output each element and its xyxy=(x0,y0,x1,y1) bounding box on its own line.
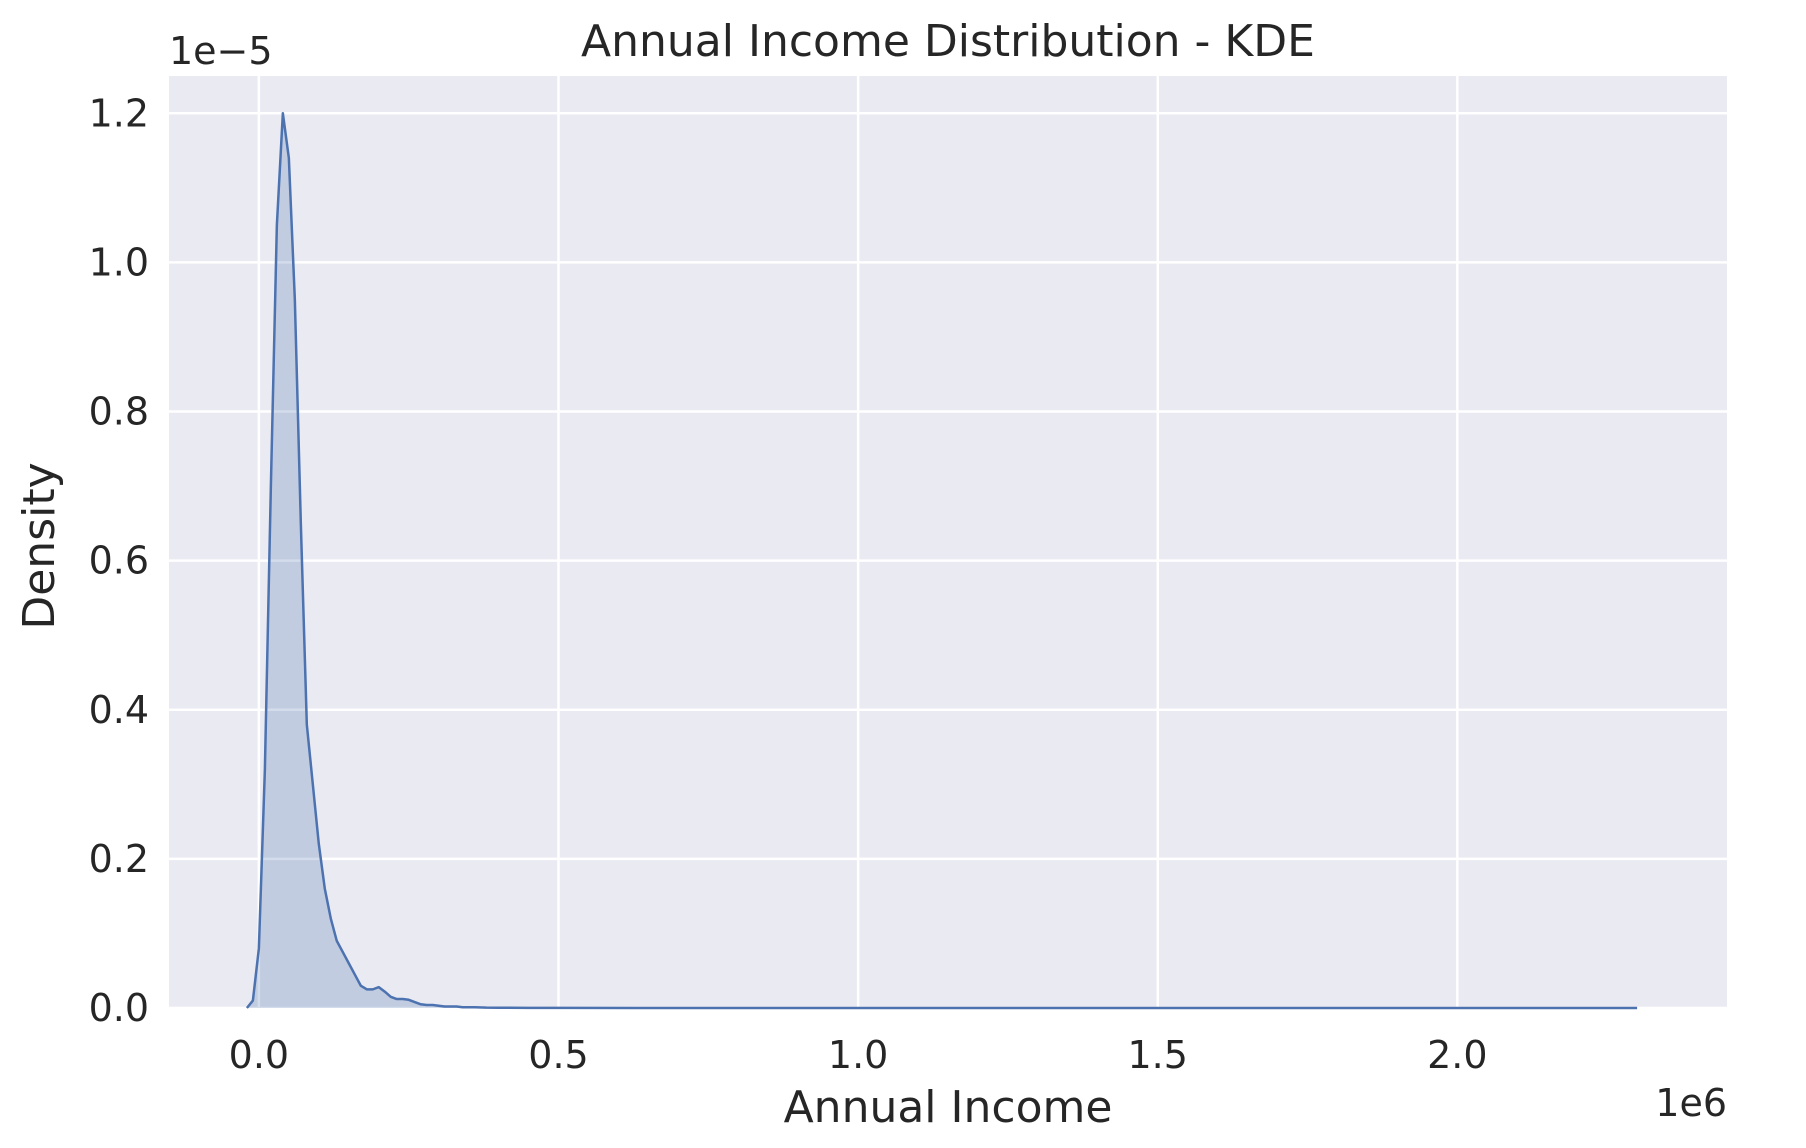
y-offset-label: 1e−5 xyxy=(169,29,273,73)
y-tick-label: 0.6 xyxy=(89,539,149,583)
x-offset-label: 1e6 xyxy=(1655,1081,1727,1125)
plot-area xyxy=(169,76,1727,1008)
y-tick-label: 0.0 xyxy=(89,986,149,1030)
chart-title: Annual Income Distribution - KDE xyxy=(581,16,1315,67)
x-tick-labels: 0.0 0.5 1.0 1.5 2.0 xyxy=(229,1033,1488,1077)
y-axis-label: Density xyxy=(14,462,65,629)
y-tick-label: 1.0 xyxy=(89,240,149,284)
x-axis-label: Annual Income xyxy=(784,1082,1113,1133)
kde-line xyxy=(245,112,1638,1010)
x-tick-label: 1.5 xyxy=(1128,1033,1188,1077)
x-tick-label: 2.0 xyxy=(1427,1033,1487,1077)
y-tick-labels: 0.0 0.2 0.4 0.6 0.8 1.0 1.2 xyxy=(89,91,149,1030)
y-tick-label: 1.2 xyxy=(89,91,149,135)
y-tick-label: 0.4 xyxy=(89,688,149,732)
x-tick-label: 0.5 xyxy=(528,1033,588,1077)
x-tick-label: 0.0 xyxy=(229,1033,289,1077)
x-tick-label: 1.0 xyxy=(828,1033,888,1077)
y-tick-label: 0.2 xyxy=(89,837,149,881)
y-tick-label: 0.8 xyxy=(89,390,149,434)
grid-lines xyxy=(169,76,1727,1010)
